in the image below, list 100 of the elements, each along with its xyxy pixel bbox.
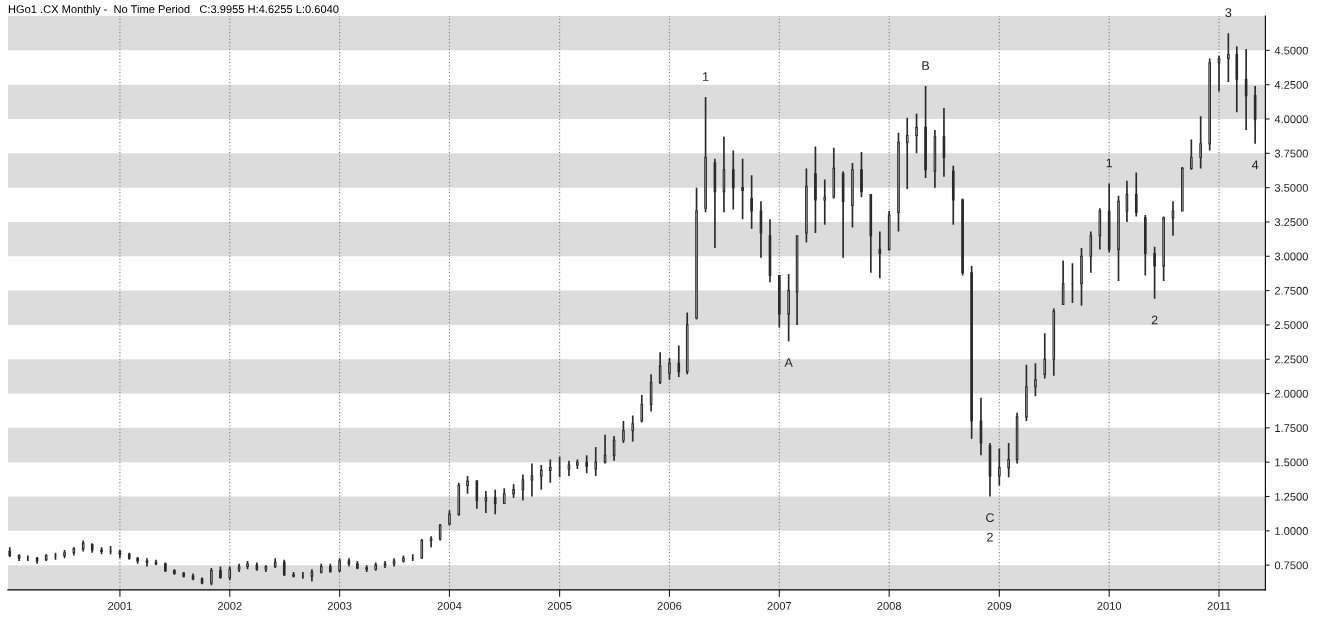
candlestick bbox=[778, 274, 781, 329]
y-tick-label: 2.5000 bbox=[1274, 321, 1308, 330]
annotation: C bbox=[986, 513, 995, 523]
candlestick bbox=[1153, 245, 1156, 300]
candlestick bbox=[750, 174, 753, 230]
y-tick-label: 2.0000 bbox=[1274, 389, 1308, 398]
candlestick bbox=[484, 490, 488, 514]
x-tick-label: 2006 bbox=[657, 601, 682, 610]
candlestick bbox=[365, 564, 369, 573]
candlestick bbox=[1181, 166, 1184, 212]
candlestick bbox=[658, 351, 662, 385]
annotation: 3 bbox=[1225, 8, 1232, 18]
candlestick bbox=[539, 464, 543, 491]
candlestick bbox=[1134, 171, 1138, 218]
candlestick bbox=[512, 483, 515, 499]
candlestick bbox=[100, 546, 103, 555]
annotation: 2 bbox=[1151, 315, 1158, 325]
candlestick bbox=[493, 488, 497, 516]
y-tick-label: 1.2500 bbox=[1275, 492, 1308, 501]
candlestick bbox=[521, 473, 525, 502]
candlestick bbox=[1007, 442, 1010, 479]
y-tick-label: 1.5000 bbox=[1275, 458, 1308, 467]
annotation: 4 bbox=[1251, 160, 1259, 170]
y-tick-label: 3.0000 bbox=[1274, 252, 1308, 261]
y-tick-label: 4.5000 bbox=[1274, 46, 1308, 55]
candlestick bbox=[1208, 57, 1212, 152]
candlestick bbox=[475, 479, 479, 510]
y-tick-label: 4.0000 bbox=[1274, 115, 1308, 124]
candlestick bbox=[338, 557, 341, 573]
candlestick bbox=[961, 197, 964, 277]
candlestick bbox=[1244, 48, 1248, 131]
candlestick bbox=[905, 116, 909, 190]
candlestick bbox=[704, 96, 707, 214]
candlestick bbox=[63, 549, 66, 560]
candlestick bbox=[210, 567, 213, 587]
y-tick-label: 4.2500 bbox=[1274, 80, 1308, 89]
x-tick-label: 2004 bbox=[437, 601, 462, 610]
y-tick-label: 1.0000 bbox=[1275, 527, 1308, 535]
candlestick bbox=[1080, 247, 1083, 307]
candlestick bbox=[631, 414, 635, 443]
candlestick bbox=[668, 357, 671, 381]
candlestick bbox=[585, 454, 589, 475]
annotation: 1 bbox=[1106, 158, 1113, 168]
x-tick-label: 2001 bbox=[108, 601, 132, 610]
candlestick bbox=[878, 230, 882, 280]
candlestick bbox=[851, 162, 854, 229]
candlestick bbox=[649, 373, 653, 413]
candlestick bbox=[1162, 215, 1165, 282]
candlestick bbox=[1253, 85, 1257, 145]
x-tick-label: 2010 bbox=[1097, 601, 1122, 610]
candlestick bbox=[1143, 214, 1147, 277]
candlestick bbox=[897, 131, 900, 233]
y-tick-label: 0.7500 bbox=[1274, 561, 1308, 570]
candlestick bbox=[924, 85, 927, 179]
x-tick-label: 2008 bbox=[877, 601, 902, 610]
candlestick bbox=[1199, 115, 1202, 170]
candlestick bbox=[576, 458, 579, 470]
candlestick bbox=[1227, 32, 1230, 83]
y-tick-label: 3.2500 bbox=[1274, 218, 1308, 227]
candlestick bbox=[787, 273, 790, 343]
candlestick bbox=[1034, 362, 1037, 398]
x-tick-label: 2003 bbox=[327, 601, 352, 610]
candlestick bbox=[594, 446, 598, 477]
candlestick bbox=[970, 265, 973, 440]
candlestick bbox=[219, 565, 222, 580]
x-tick-label: 2002 bbox=[217, 601, 242, 610]
y-tick-label: 2.7500 bbox=[1274, 286, 1308, 295]
candlestick bbox=[402, 554, 405, 564]
annotation: B bbox=[922, 61, 930, 70]
candlestick bbox=[998, 447, 1001, 487]
candlestick bbox=[1089, 230, 1093, 274]
y-tick-label: 3.5000 bbox=[1274, 183, 1308, 192]
candlestick bbox=[1190, 138, 1193, 171]
candlestick bbox=[1117, 195, 1120, 282]
y-tick-label: 2.2500 bbox=[1274, 355, 1308, 364]
candlestick bbox=[301, 571, 305, 580]
candlestick bbox=[292, 571, 295, 579]
annotation: 1 bbox=[703, 72, 709, 81]
candlestick bbox=[640, 394, 644, 424]
x-tick-label: 2005 bbox=[547, 601, 572, 610]
y-tick-label: 1.7500 bbox=[1275, 424, 1308, 432]
candlestick bbox=[741, 157, 744, 221]
candlestick bbox=[173, 568, 176, 576]
candlestick bbox=[677, 344, 681, 378]
candlestick bbox=[805, 167, 808, 244]
candlestick bbox=[530, 462, 534, 498]
annotation: 2 bbox=[987, 532, 993, 542]
candlestick bbox=[1061, 259, 1065, 306]
candlestick bbox=[823, 178, 827, 226]
chart-title: HGo1 .CX Monthly - No Time Period C:3.9955 H:4.6255 L:0.6040 bbox=[8, 4, 339, 16]
candlestick bbox=[548, 458, 552, 484]
x-tick-label: 2007 bbox=[767, 601, 792, 610]
candlestick bbox=[246, 560, 249, 571]
candlestick bbox=[915, 112, 918, 155]
candlestick bbox=[136, 556, 139, 565]
y-tick-label: 3.7500 bbox=[1274, 149, 1308, 158]
candlestick bbox=[466, 475, 469, 495]
candlestick bbox=[695, 186, 698, 321]
candlestick bbox=[356, 560, 359, 571]
annotation: A bbox=[784, 358, 793, 367]
